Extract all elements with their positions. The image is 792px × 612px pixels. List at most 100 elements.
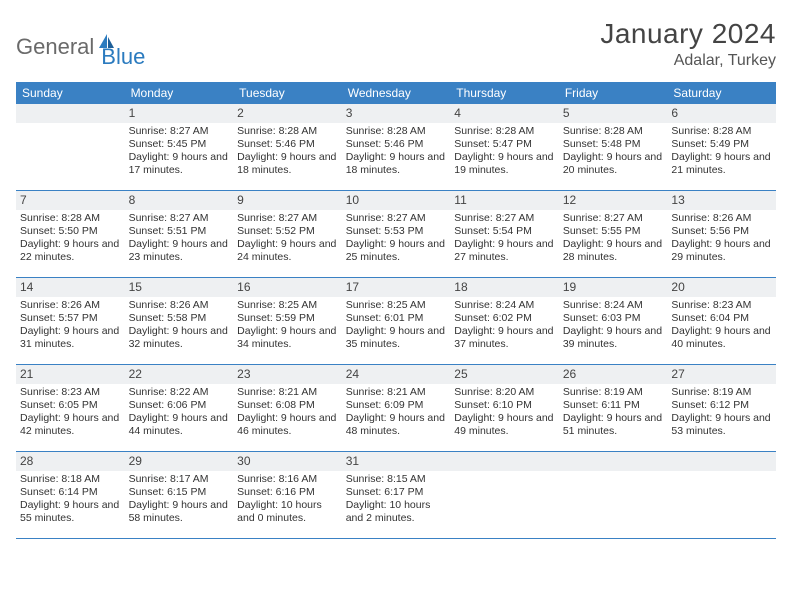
day-details: Sunrise: 8:26 AMSunset: 5:58 PMDaylight:… — [125, 297, 234, 356]
calendar-cell: 13Sunrise: 8:26 AMSunset: 5:56 PMDayligh… — [667, 191, 776, 277]
calendar-week-row: 28Sunrise: 8:18 AMSunset: 6:14 PMDayligh… — [16, 452, 776, 539]
day-number: 20 — [667, 278, 776, 297]
day-number: 25 — [450, 365, 559, 384]
daylight-text: Daylight: 9 hours and 46 minutes. — [237, 412, 338, 438]
calendar-cell: 21Sunrise: 8:23 AMSunset: 6:05 PMDayligh… — [16, 365, 125, 451]
calendar-cell: 7Sunrise: 8:28 AMSunset: 5:50 PMDaylight… — [16, 191, 125, 277]
sunrise-text: Sunrise: 8:27 AM — [563, 212, 664, 225]
sunset-text: Sunset: 5:46 PM — [237, 138, 338, 151]
day-number — [667, 452, 776, 471]
calendar-cell — [16, 104, 125, 190]
sunset-text: Sunset: 6:09 PM — [346, 399, 447, 412]
sunrise-text: Sunrise: 8:21 AM — [346, 386, 447, 399]
sunset-text: Sunset: 5:56 PM — [671, 225, 772, 238]
daylight-text: Daylight: 9 hours and 17 minutes. — [129, 151, 230, 177]
day-number: 11 — [450, 191, 559, 210]
sunrise-text: Sunrise: 8:28 AM — [20, 212, 121, 225]
sunrise-text: Sunrise: 8:19 AM — [671, 386, 772, 399]
day-details: Sunrise: 8:27 AMSunset: 5:51 PMDaylight:… — [125, 210, 234, 269]
sunrise-text: Sunrise: 8:28 AM — [346, 125, 447, 138]
day-details: Sunrise: 8:20 AMSunset: 6:10 PMDaylight:… — [450, 384, 559, 443]
day-details: Sunrise: 8:28 AMSunset: 5:50 PMDaylight:… — [16, 210, 125, 269]
calendar-cell: 30Sunrise: 8:16 AMSunset: 6:16 PMDayligh… — [233, 452, 342, 538]
sunset-text: Sunset: 6:01 PM — [346, 312, 447, 325]
daylight-text: Daylight: 10 hours and 0 minutes. — [237, 499, 338, 525]
calendar-cell: 4Sunrise: 8:28 AMSunset: 5:47 PMDaylight… — [450, 104, 559, 190]
calendar-cell: 3 Sunrise: 8:28 AMSunset: 5:46 PMDaylight… — [342, 104, 451, 190]
logo: General Blue — [16, 18, 145, 70]
sunset-text: Sunset: 5:55 PM — [563, 225, 664, 238]
day-details: Sunrise: 8:21 AMSunset: 6:08 PMDaylight:… — [233, 384, 342, 443]
day-details: Sunrise: 8:24 AMSunset: 6:03 PMDaylight:… — [559, 297, 668, 356]
title-block: January 2024 Adalar, Turkey — [600, 18, 776, 70]
sunrise-text: Sunrise: 8:26 AM — [671, 212, 772, 225]
day-details: Sunrise: 8:23 AMSunset: 6:04 PMDaylight:… — [667, 297, 776, 356]
day-number — [16, 104, 125, 123]
daylight-text: Daylight: 9 hours and 48 minutes. — [346, 412, 447, 438]
daylight-text: Daylight: 9 hours and 40 minutes. — [671, 325, 772, 351]
sunset-text: Sunset: 5:50 PM — [20, 225, 121, 238]
day-details: Sunrise: 8:27 AMSunset: 5:54 PMDaylight:… — [450, 210, 559, 269]
sunset-text: Sunset: 6:14 PM — [20, 486, 121, 499]
calendar-cell: 10Sunrise: 8:27 AMSunset: 5:53 PMDayligh… — [342, 191, 451, 277]
sunrise-text: Sunrise: 8:27 AM — [129, 125, 230, 138]
calendar-cell: 17Sunrise: 8:25 AMSunset: 6:01 PMDayligh… — [342, 278, 451, 364]
day-number: 4 — [450, 104, 559, 123]
day-details: Sunrise: 8:26 AMSunset: 5:57 PMDaylight:… — [16, 297, 125, 356]
calendar-cell: 19Sunrise: 8:24 AMSunset: 6:03 PMDayligh… — [559, 278, 668, 364]
sunset-text: Sunset: 6:02 PM — [454, 312, 555, 325]
weekday-header: Thursday — [450, 82, 559, 104]
day-number: 21 — [16, 365, 125, 384]
sunset-text: Sunset: 5:54 PM — [454, 225, 555, 238]
calendar-cell: 24Sunrise: 8:21 AMSunset: 6:09 PMDayligh… — [342, 365, 451, 451]
day-number: 9 — [233, 191, 342, 210]
sunset-text: Sunset: 5:59 PM — [237, 312, 338, 325]
day-number: 2 — [233, 104, 342, 123]
sunrise-text: Sunrise: 8:16 AM — [237, 473, 338, 486]
weekday-header: Saturday — [667, 82, 776, 104]
day-details: Sunrise: 8:18 AMSunset: 6:14 PMDaylight:… — [16, 471, 125, 530]
daylight-text: Daylight: 9 hours and 18 minutes. — [346, 151, 447, 177]
day-details: Sunrise: 8:15 AMSunset: 6:17 PMDaylight:… — [342, 471, 451, 530]
day-number: 26 — [559, 365, 668, 384]
logo-text-general: General — [16, 34, 94, 60]
daylight-text: Daylight: 9 hours and 23 minutes. — [129, 238, 230, 264]
sunrise-text: Sunrise: 8:27 AM — [237, 212, 338, 225]
sunrise-text: Sunrise: 8:21 AM — [237, 386, 338, 399]
day-number: 14 — [16, 278, 125, 297]
sunrise-text: Sunrise: 8:28 AM — [563, 125, 664, 138]
sunset-text: Sunset: 6:17 PM — [346, 486, 447, 499]
calendar-cell: 5Sunrise: 8:28 AMSunset: 5:48 PMDaylight… — [559, 104, 668, 190]
sunset-text: Sunset: 6:10 PM — [454, 399, 555, 412]
calendar-week-row: 7Sunrise: 8:28 AMSunset: 5:50 PMDaylight… — [16, 191, 776, 278]
weekday-header: Friday — [559, 82, 668, 104]
day-details: Sunrise: 8:27 AMSunset: 5:52 PMDaylight:… — [233, 210, 342, 269]
day-number: 29 — [125, 452, 234, 471]
daylight-text: Daylight: 9 hours and 18 minutes. — [237, 151, 338, 177]
day-details: Sunrise: 8:21 AMSunset: 6:09 PMDaylight:… — [342, 384, 451, 443]
day-number: 22 — [125, 365, 234, 384]
sunrise-text: Sunrise: 8:22 AM — [129, 386, 230, 399]
sunrise-text: Sunrise: 8:23 AM — [20, 386, 121, 399]
day-number: 12 — [559, 191, 668, 210]
day-details: Sunrise: 8:27 AMSunset: 5:53 PMDaylight:… — [342, 210, 451, 269]
day-number: 1 — [125, 104, 234, 123]
daylight-text: Daylight: 9 hours and 24 minutes. — [237, 238, 338, 264]
day-number: 7 — [16, 191, 125, 210]
daylight-text: Daylight: 9 hours and 25 minutes. — [346, 238, 447, 264]
daylight-text: Daylight: 9 hours and 35 minutes. — [346, 325, 447, 351]
day-details: Sunrise: 8:17 AMSunset: 6:15 PMDaylight:… — [125, 471, 234, 530]
sunrise-text: Sunrise: 8:23 AM — [671, 299, 772, 312]
daylight-text: Daylight: 10 hours and 2 minutes. — [346, 499, 447, 525]
day-number — [559, 452, 668, 471]
sunset-text: Sunset: 6:12 PM — [671, 399, 772, 412]
calendar-cell: 28Sunrise: 8:18 AMSunset: 6:14 PMDayligh… — [16, 452, 125, 538]
daylight-text: Daylight: 9 hours and 42 minutes. — [20, 412, 121, 438]
day-number: 3 — [342, 104, 451, 123]
day-number: 17 — [342, 278, 451, 297]
day-number: 18 — [450, 278, 559, 297]
weekday-header: Monday — [125, 82, 234, 104]
sunrise-text: Sunrise: 8:28 AM — [454, 125, 555, 138]
calendar-cell: 16Sunrise: 8:25 AMSunset: 5:59 PMDayligh… — [233, 278, 342, 364]
sunset-text: Sunset: 5:46 PM — [346, 138, 447, 151]
